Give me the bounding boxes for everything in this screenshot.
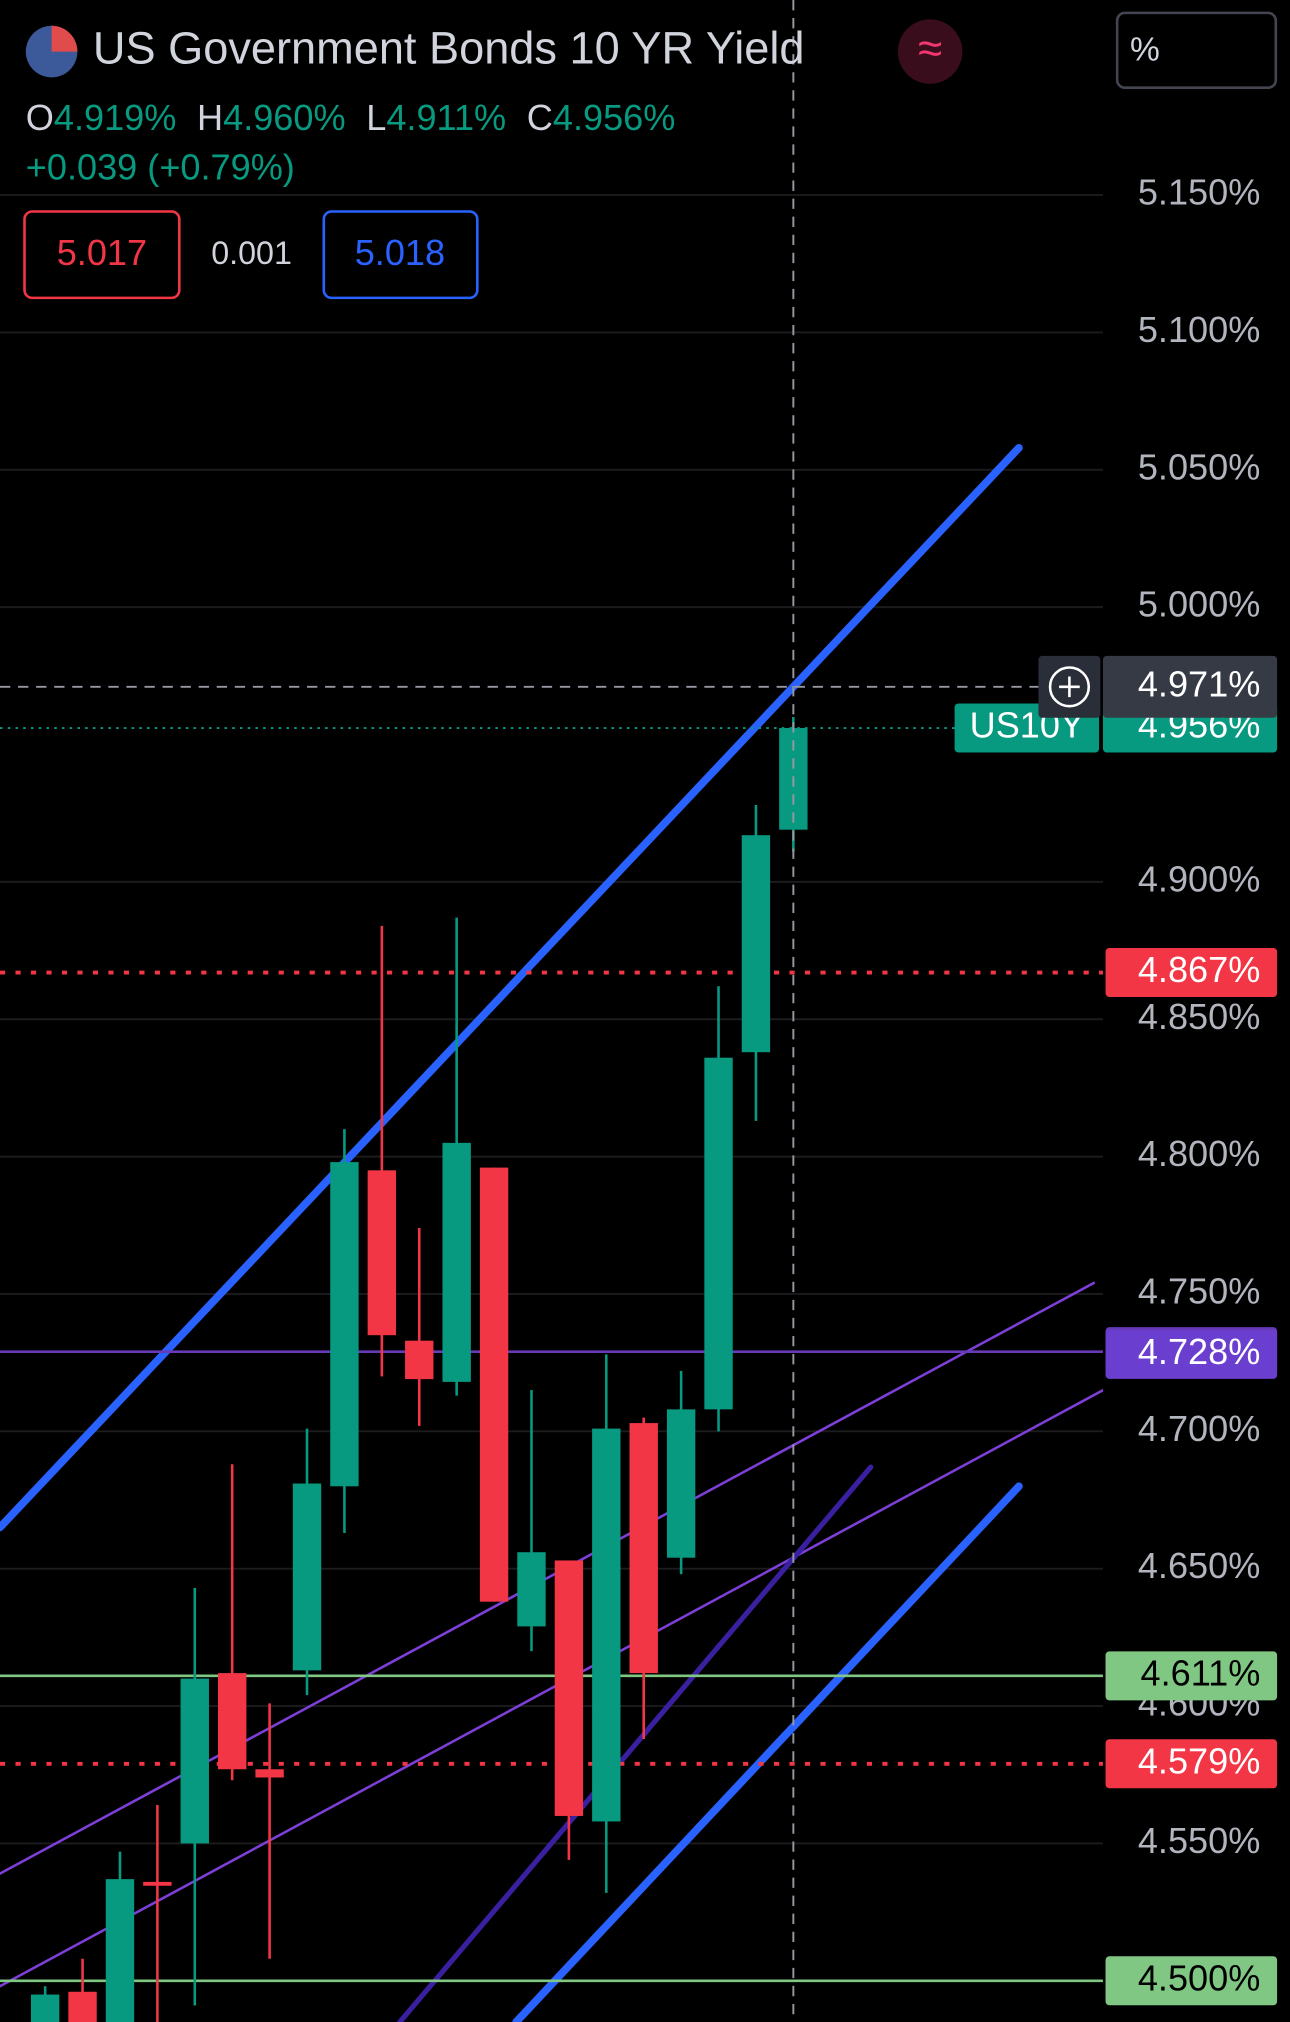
y-tick-label: 5.000% <box>1138 584 1260 625</box>
y-tick-label: 4.650% <box>1138 1545 1260 1586</box>
y-tick-label: 4.700% <box>1138 1408 1260 1449</box>
price-label: 4.500% <box>1138 1957 1260 1998</box>
grid <box>0 194 1103 1845</box>
price-label-box <box>1105 1329 1278 1379</box>
candle-body <box>255 1769 284 1778</box>
price-label-box <box>1105 1956 1278 2006</box>
ohlc-value: 4.919% <box>54 96 176 137</box>
trend-line <box>0 443 1023 1532</box>
ohlc-key: O <box>26 96 54 137</box>
ohlc-value: 4.956% <box>553 96 675 137</box>
crosshair-plus-icon <box>1059 676 1080 698</box>
price-label: 4.611% <box>1141 1652 1261 1693</box>
unit-button[interactable] <box>1115 11 1278 89</box>
price-label-box <box>1105 1739 1278 1789</box>
price-label-box <box>1105 1651 1278 1701</box>
sell-button[interactable] <box>23 210 181 300</box>
ohlc: O4.919% H4.960% L4.911% C4.956% <box>26 96 676 137</box>
candle-body <box>517 1552 546 1627</box>
overlay <box>0 0 955 2022</box>
ohlc-value: 4.960% <box>223 96 345 137</box>
candle-body <box>442 1142 471 1382</box>
candle-body <box>554 1560 584 1816</box>
y-tick-label: 4.750% <box>1138 1271 1260 1312</box>
candle-body <box>68 1991 97 2022</box>
price-label-box <box>1105 948 1278 998</box>
y-tick-label: 5.100% <box>1138 309 1260 350</box>
candle-body <box>218 1673 247 1770</box>
change: +0.039 (+0.79%) <box>26 147 295 188</box>
y-tick-label: 5.150% <box>1138 172 1260 213</box>
candle-body <box>704 1057 733 1410</box>
trend-line <box>0 1388 1103 1988</box>
symbol-title: US Government Bonds 10 YR Yield <box>93 23 805 74</box>
candle-body <box>405 1340 434 1380</box>
indicator-icon: ≈ <box>918 24 942 73</box>
trend-line <box>397 1464 874 2022</box>
price-axis: 5.150% 5.100% 5.050% 5.000% 4.900% 4.850% 4.80… <box>0 172 1278 2006</box>
candle-body <box>330 1162 359 1487</box>
candle-body <box>629 1423 658 1674</box>
flag-stripes <box>51 25 78 52</box>
ohlc-key: L <box>366 96 386 137</box>
ohlc-key: C <box>527 96 553 137</box>
crosshair-price-box <box>1102 655 1278 718</box>
header: US Government Bonds 10 YR Yield ≈ O4.919… <box>23 11 1278 300</box>
crosshair-price-label: 4.971% <box>1138 663 1260 704</box>
candles <box>30 717 808 2022</box>
price-label: 4.728% <box>1138 1331 1260 1372</box>
y-tick-label: 4.800% <box>1138 1133 1260 1174</box>
price-label: 4.579% <box>1138 1740 1260 1781</box>
y-tick-label: 4.850% <box>1138 996 1260 1037</box>
candle-body <box>143 1881 172 1886</box>
candle-body <box>479 1167 509 1602</box>
indicator-button[interactable] <box>897 19 963 84</box>
candle-body <box>741 835 771 1053</box>
sell-price: 5.017 <box>57 232 147 273</box>
ohlc-key: H <box>197 96 223 137</box>
y-tick-label: 4.900% <box>1138 858 1260 899</box>
ohlc-value: 4.911% <box>386 96 506 137</box>
trend-line <box>512 1482 1023 2022</box>
price-label: 4.867% <box>1138 949 1260 990</box>
candle-body <box>180 1678 209 1844</box>
candle-body <box>367 1170 397 1336</box>
y-tick-label: 5.050% <box>1138 446 1260 487</box>
candle-body <box>292 1483 322 1671</box>
candle-body <box>666 1409 696 1558</box>
drawings <box>0 443 1103 2022</box>
crosshair-plus-icon <box>1048 666 1091 708</box>
spread: 0.001 <box>211 235 292 271</box>
buy-button[interactable] <box>322 210 479 300</box>
buy-price: 5.018 <box>355 232 445 273</box>
y-tick-label: 4.550% <box>1138 1820 1260 1861</box>
candle-body <box>105 1879 135 2022</box>
candle-body <box>592 1428 621 1822</box>
unit: % <box>1130 31 1160 68</box>
candle-body <box>30 1994 60 2022</box>
